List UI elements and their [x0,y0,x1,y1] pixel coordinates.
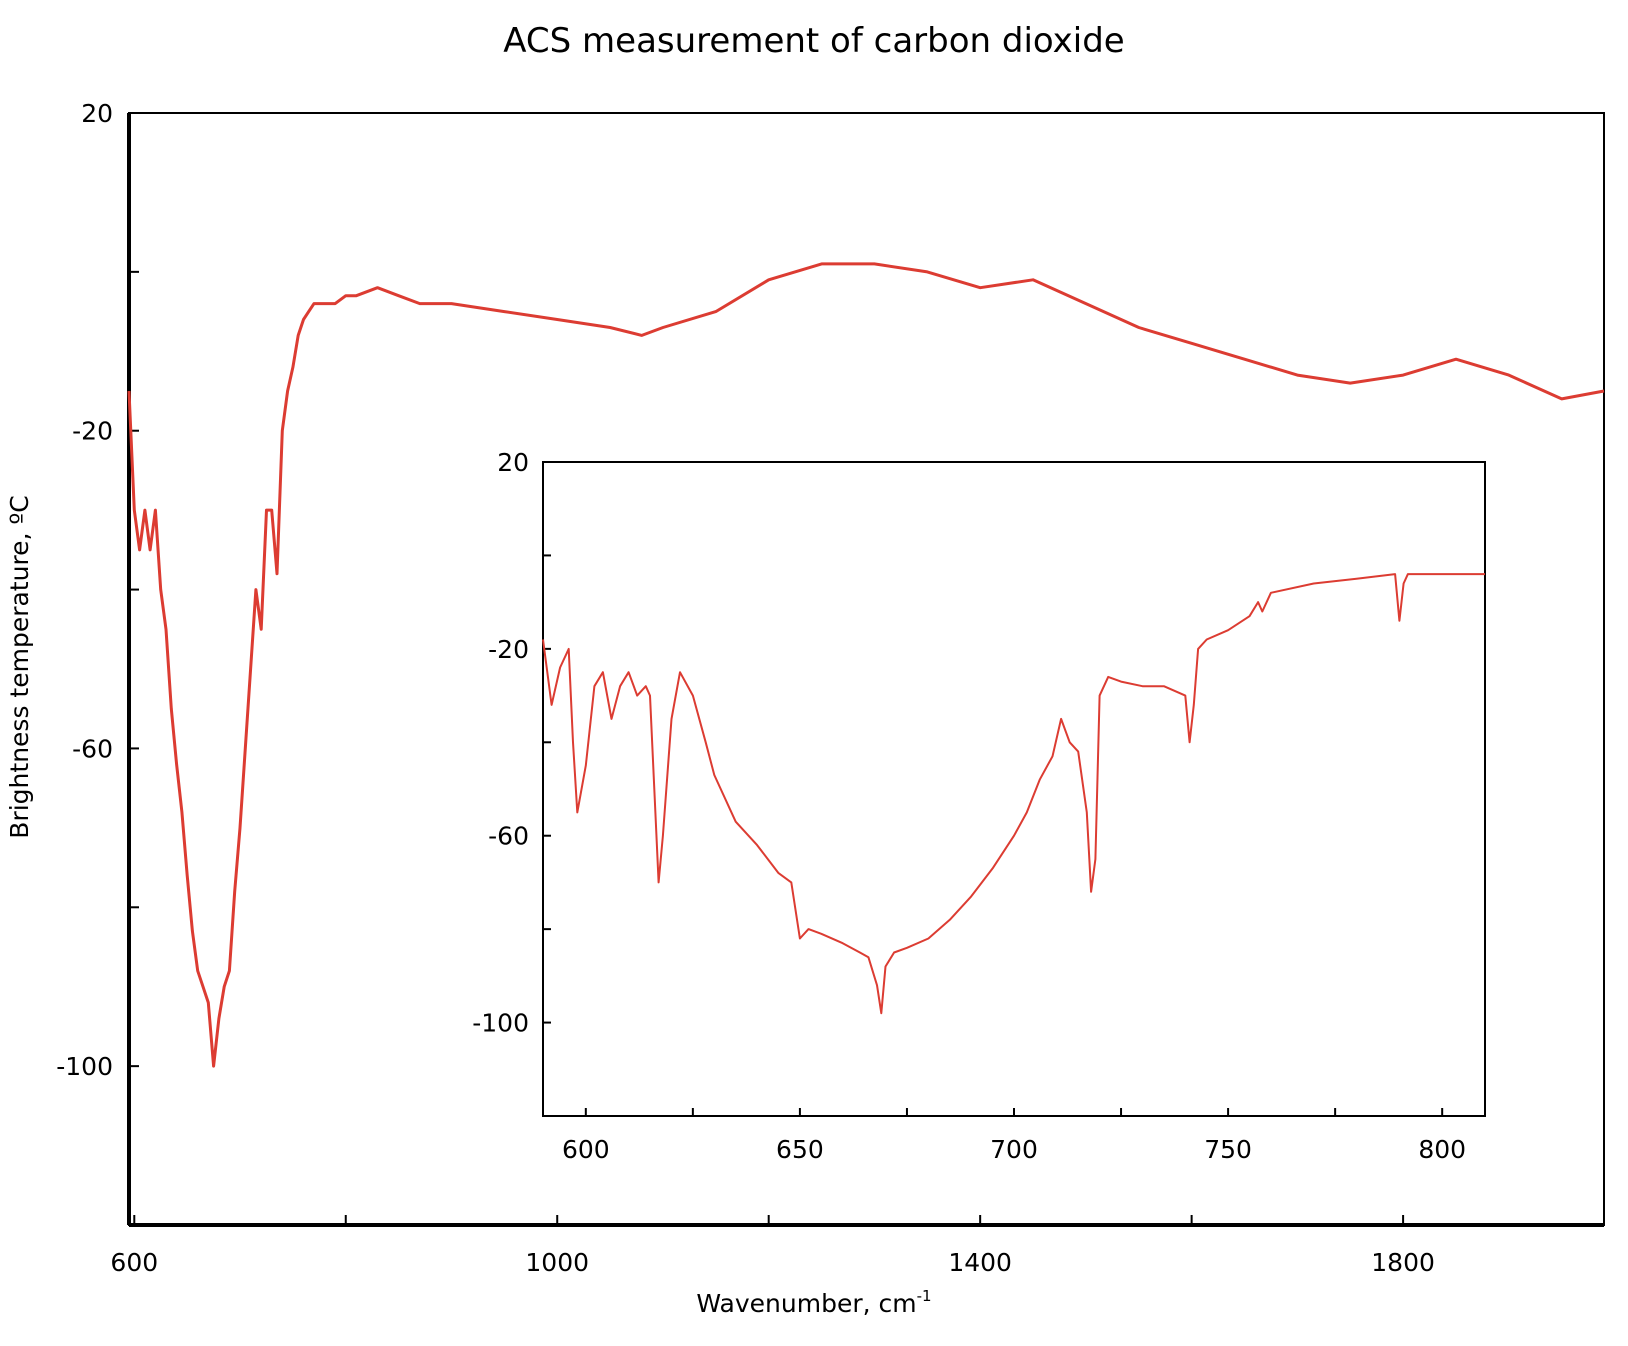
inset-y-tick-label: -20 [488,635,529,664]
inset-x-tick-label: 800 [1418,1135,1466,1164]
inset-y-tick-label: 20 [497,448,529,477]
inset-plot-background [543,462,1485,1116]
x-axis-label-superscript: -1 [917,1287,932,1305]
main-y-tick-label: -100 [56,1052,113,1081]
x-axis-label: Wavenumber, cm-1 [696,1287,931,1318]
inset-y-tick-label: -60 [488,822,529,851]
inset-x-tick-label: 750 [1204,1135,1252,1164]
main-y-tick-label: -60 [72,734,113,763]
main-ticks: 600 1000 1400 1800 20 -20 -60 -100 [56,99,1435,1277]
main-y-tick-label: 20 [81,99,113,128]
main-x-tick-label: 1000 [525,1248,589,1277]
inset-y-tick-label: -100 [472,1009,529,1038]
y-axis-label: Brightness temperature, ºC [5,495,34,838]
inset-x-tick-label: 600 [562,1135,610,1164]
inset-series-line [542,573,1485,1015]
main-x-tick-label: 1400 [948,1248,1012,1277]
inset-plot: 600 650 700 750 800 20 -20 -60 -100 [472,448,1486,1164]
main-series-line [127,262,1605,1068]
main-x-tick-label: 600 [110,1248,158,1277]
chart-title: ACS measurement of carbon dioxide [503,21,1124,61]
inset-x-tick-label: 650 [776,1135,824,1164]
main-plot: 600 1000 1400 1800 20 -20 -60 -100 [56,99,1605,1277]
inset-x-tick-label: 700 [990,1135,1038,1164]
main-y-tick-label: -20 [72,417,113,446]
inset-ticks: 600 650 700 750 800 20 -20 -60 -100 [472,448,1466,1164]
x-axis-label-text: Wavenumber, cm [696,1289,916,1318]
main-x-tick-label: 1800 [1371,1248,1435,1277]
